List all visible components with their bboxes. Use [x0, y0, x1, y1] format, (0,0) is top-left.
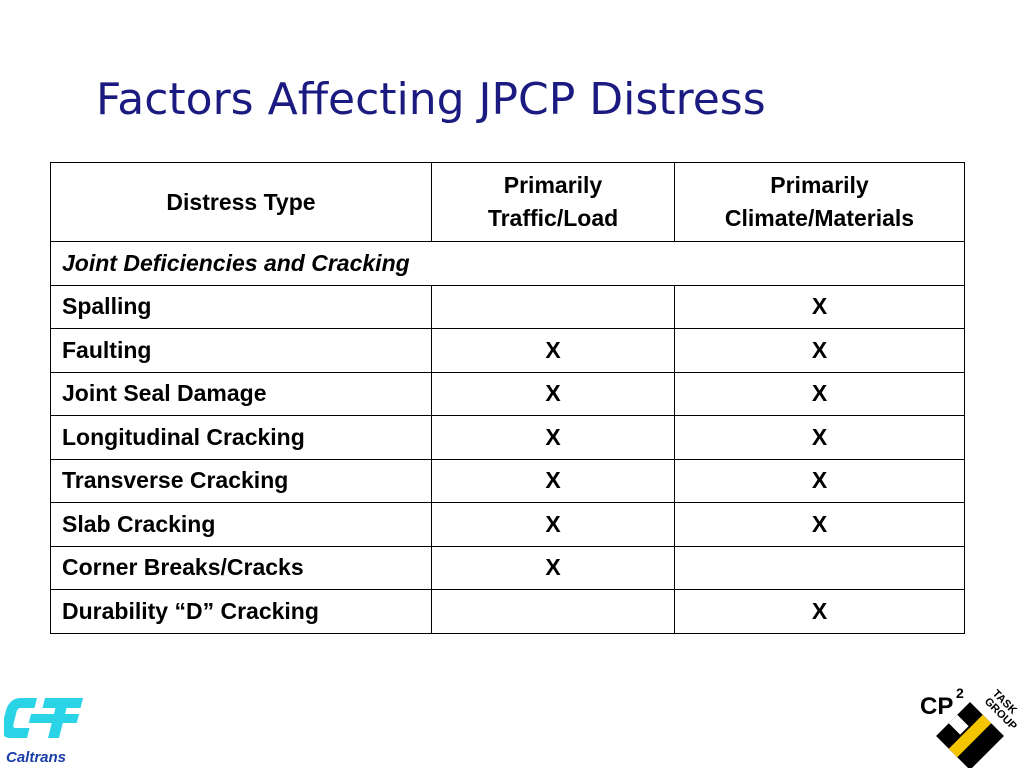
- table-section-row: Joint Deficiencies and Cracking: [50, 241, 965, 286]
- distress-factors-table: Distress Type Primarily Traffic/Load Pri…: [50, 162, 965, 634]
- table-row: Longitudinal Cracking X X: [50, 415, 965, 460]
- climate-materials-cell: X: [674, 502, 965, 547]
- header-traffic-load: Primarily Traffic/Load: [431, 162, 675, 242]
- traffic-load-cell: X: [431, 328, 675, 373]
- table-row: Transverse Cracking X X: [50, 458, 965, 503]
- traffic-load-cell: X: [431, 502, 675, 547]
- climate-materials-cell: [674, 545, 965, 590]
- caltrans-ct-mark-icon: [4, 698, 84, 738]
- section-label: Joint Deficiencies and Cracking: [50, 241, 965, 286]
- table-row: Corner Breaks/Cracks X: [50, 545, 965, 590]
- climate-materials-cell: X: [674, 371, 965, 416]
- distress-type-cell: Corner Breaks/Cracks: [50, 545, 432, 590]
- traffic-load-cell: X: [431, 545, 675, 590]
- distress-type-cell: Durability “D” Cracking: [50, 589, 432, 634]
- caltrans-logo: Caltrans: [4, 698, 84, 766]
- distress-type-cell: Spalling: [50, 284, 432, 329]
- table-header-row: Distress Type Primarily Traffic/Load Pri…: [50, 162, 965, 242]
- cp2-logo-superscript: 2: [956, 685, 964, 701]
- traffic-load-cell: [431, 284, 675, 329]
- traffic-load-cell: X: [431, 415, 675, 460]
- cp2-logo-text: CP: [920, 693, 953, 720]
- page-title: Factors Affecting JPCP Distress: [96, 74, 766, 125]
- table-row: Spalling X: [50, 284, 965, 329]
- traffic-load-cell: [431, 589, 675, 634]
- table-row: Durability “D” Cracking X: [50, 589, 965, 634]
- distress-type-cell: Longitudinal Cracking: [50, 415, 432, 460]
- table-row: Faulting X X: [50, 328, 965, 373]
- cp2-task-group-logo: CP 2 TASK GROUP: [920, 685, 1019, 768]
- table-row: Joint Seal Damage X X: [50, 371, 965, 416]
- header-climate-materials-line-1: Primarily: [770, 172, 869, 198]
- traffic-load-cell: X: [431, 458, 675, 503]
- table-row: Slab Cracking X X: [50, 502, 965, 547]
- climate-materials-cell: X: [674, 458, 965, 503]
- header-climate-materials: Primarily Climate/Materials: [674, 162, 965, 242]
- header-distress-type: Distress Type: [50, 162, 432, 242]
- header-traffic-load-line-1: Primarily: [503, 172, 603, 198]
- climate-materials-cell: X: [674, 328, 965, 373]
- header-distress-type-line-1: Distress Type: [166, 188, 316, 215]
- climate-materials-cell: X: [674, 415, 965, 460]
- climate-materials-cell: X: [674, 589, 965, 634]
- climate-materials-cell: X: [674, 284, 965, 329]
- distress-type-cell: Slab Cracking: [50, 502, 432, 547]
- table-body: Spalling X Faulting X X Joint Seal Damage X X Lo…: [50, 284, 965, 634]
- traffic-load-cell: X: [431, 371, 675, 416]
- header-traffic-load-line-2: Traffic/Load: [487, 205, 619, 231]
- distress-type-cell: Joint Seal Damage: [50, 371, 432, 416]
- distress-type-cell: Faulting: [50, 328, 432, 373]
- caltrans-wordmark: Caltrans: [6, 749, 66, 766]
- header-climate-materials-line-2: Climate/Materials: [724, 205, 915, 231]
- distress-type-cell: Transverse Cracking: [50, 458, 432, 503]
